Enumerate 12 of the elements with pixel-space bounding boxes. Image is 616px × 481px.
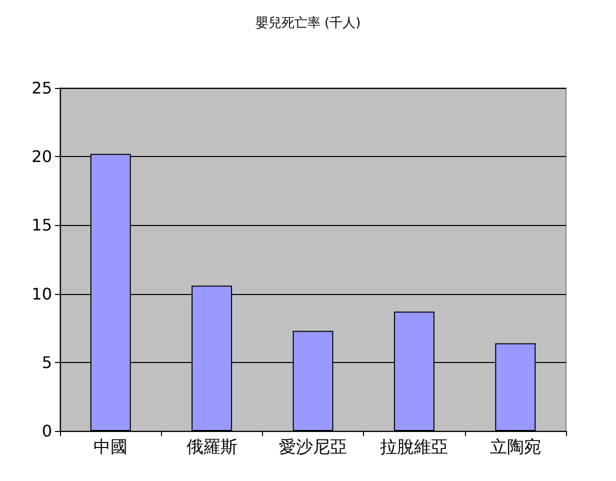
y-tick-label: 20 [32, 147, 52, 166]
y-tick-label: 5 [42, 352, 52, 372]
y-tick-label: 10 [32, 284, 52, 304]
x-tick-label: 中國 [94, 438, 128, 458]
y-tick-label: 25 [32, 78, 52, 98]
chart-title: 嬰兒死亡率 (千人) [255, 15, 361, 31]
x-tick-label: 愛沙尼亞 [279, 438, 347, 458]
x-tick-label: 俄羅斯 [186, 438, 238, 458]
y-tick-label: 15 [32, 216, 52, 235]
y-tick-label: 0 [42, 422, 52, 440]
x-tick-label: 拉脫維亞 [380, 438, 448, 458]
x-tick-label: 立陶宛 [490, 438, 541, 458]
